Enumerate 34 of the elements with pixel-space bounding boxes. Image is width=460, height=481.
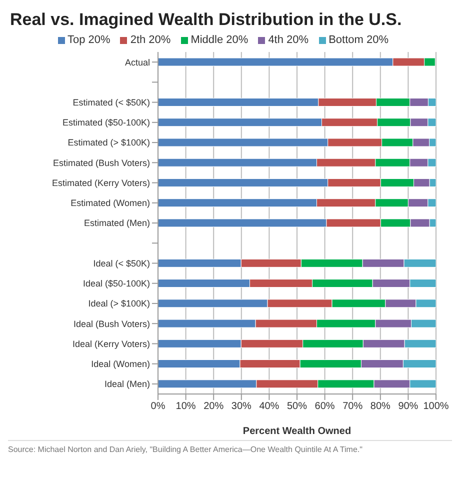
x-tick-label: 70% [342,401,363,412]
x-tick-label: 90% [398,401,418,412]
x-tick-label: 20% [204,401,224,412]
legend-label: Middle 20% [190,34,248,46]
y-tick-label: Estimated ($50-100K) [62,118,150,128]
y-tick-label: Estimated (Kerry Voters) [52,178,150,188]
y-tick-label: Estimated (Women) [70,198,150,208]
source-note: Source: Michael Norton and Dan Ariely, "Building A Better America—One Wealth Quintile At A Time." [8,440,452,454]
y-tick-label: Ideal (< $50K) [93,258,150,268]
y-tick-label: Ideal (Men) [104,379,150,390]
x-tick-label: 60% [314,401,335,412]
y-tick-label: Ideal (> $100K) [88,298,150,309]
x-tick-label: 80% [370,401,391,412]
chart-title: Real vs. Imagined Wealth Distribution in the U.S. [9,9,403,30]
x-axis-title: Percent Wealth Owned [242,426,352,437]
legend-label: Bottom 20% [328,34,388,46]
legend-label: 4th 20% [267,34,309,46]
x-tick-label: 100% [423,401,449,412]
x-tick-label: 0% [150,401,166,412]
y-tick-label: Ideal (Women) [91,359,150,370]
y-tick-label: Estimated (< $50K) [72,97,150,108]
x-tick-label: 50% [286,401,308,412]
x-tick-label: 10% [176,401,196,412]
y-tick-label: Ideal (Kerry Voters) [72,338,150,349]
y-tick-label: Ideal ($50-100K) [82,278,150,289]
y-tick-label: Estimated (> $100K) [68,138,150,148]
y-tick-label: Actual [124,57,150,68]
legend-label: Top 20% [66,34,110,46]
x-tick-label: 30% [231,401,252,412]
y-tick-label: Estimated (Bush Voters) [52,158,150,168]
y-tick-label: Ideal (Bush Voters) [73,318,150,329]
y-tick-label: Estimated (Men) [84,218,150,228]
x-tick-label: 40% [259,401,280,412]
legend-label: 2th 20% [129,34,171,46]
